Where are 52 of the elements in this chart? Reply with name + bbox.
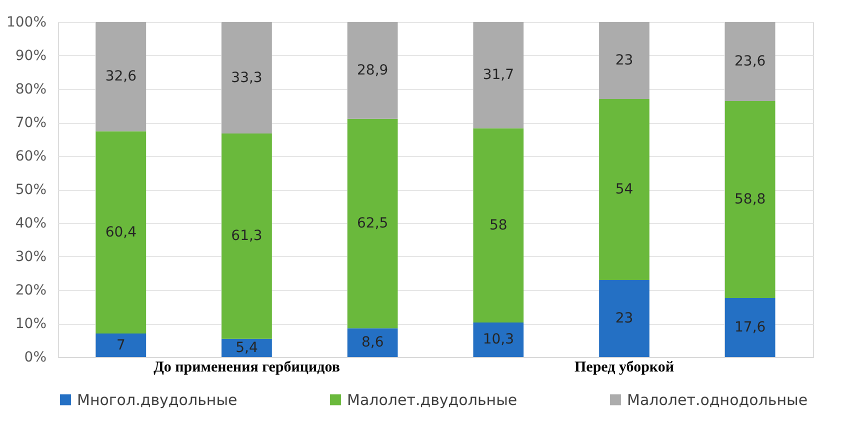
bar	[96, 131, 146, 334]
y-tick-label: 30%	[15, 249, 46, 265]
legend-label: Многол.двудольные	[77, 390, 238, 409]
y-tick-label: 60%	[15, 148, 46, 164]
bar	[473, 22, 524, 128]
bar	[222, 134, 272, 339]
data-label: 5,4	[236, 340, 258, 356]
data-label: 58	[490, 217, 508, 234]
data-label: 61,3	[231, 228, 262, 244]
data-label: 17,6	[734, 320, 766, 336]
bar	[724, 22, 776, 102]
y-tick-label: 70%	[15, 115, 46, 131]
data-label: 32,6	[105, 68, 137, 85]
data-label: 7	[116, 337, 126, 354]
data-label: 23,6	[734, 54, 766, 70]
data-label: 33,3	[231, 70, 262, 86]
bar	[599, 22, 650, 100]
data-label: 62,5	[356, 216, 388, 232]
y-tick-label: 0%	[24, 350, 46, 366]
bar	[473, 128, 524, 322]
bar	[96, 334, 146, 357]
data-label: 58,8	[734, 192, 766, 208]
data-label: 8,6	[361, 334, 384, 351]
legend-label: Малолет.однодольные	[627, 390, 808, 409]
bar	[724, 298, 776, 357]
y-tick-label: 100%	[6, 14, 46, 30]
data-label: 60,4	[105, 224, 137, 240]
bar	[96, 22, 146, 132]
bar	[599, 280, 650, 357]
y-tick-label: 50%	[15, 182, 46, 198]
bar	[347, 328, 398, 357]
y-tick-label: 40%	[15, 216, 46, 232]
y-tick-label: 10%	[15, 316, 46, 332]
data-label: 54	[615, 182, 634, 198]
bar	[724, 101, 776, 298]
y-tick-label: 80%	[15, 82, 46, 98]
data-label: 23	[615, 52, 634, 69]
bar	[599, 99, 650, 280]
data-label: 31,7	[482, 67, 514, 84]
y-tick-label: 90%	[15, 48, 46, 64]
y-tick-label: 20%	[15, 282, 46, 298]
data-label: 28,9	[356, 62, 388, 78]
x-tick-label: До применения гербицидов	[154, 360, 340, 376]
x-tick-label: Перед уборкой	[574, 360, 674, 376]
bar	[222, 338, 272, 357]
bar	[347, 22, 398, 119]
bar	[473, 322, 524, 357]
bar	[222, 22, 272, 134]
data-label: 10,3	[482, 332, 514, 348]
legend-label: Малолет.двудольные	[347, 390, 518, 409]
data-label: 23	[615, 310, 634, 326]
bar	[347, 118, 398, 328]
